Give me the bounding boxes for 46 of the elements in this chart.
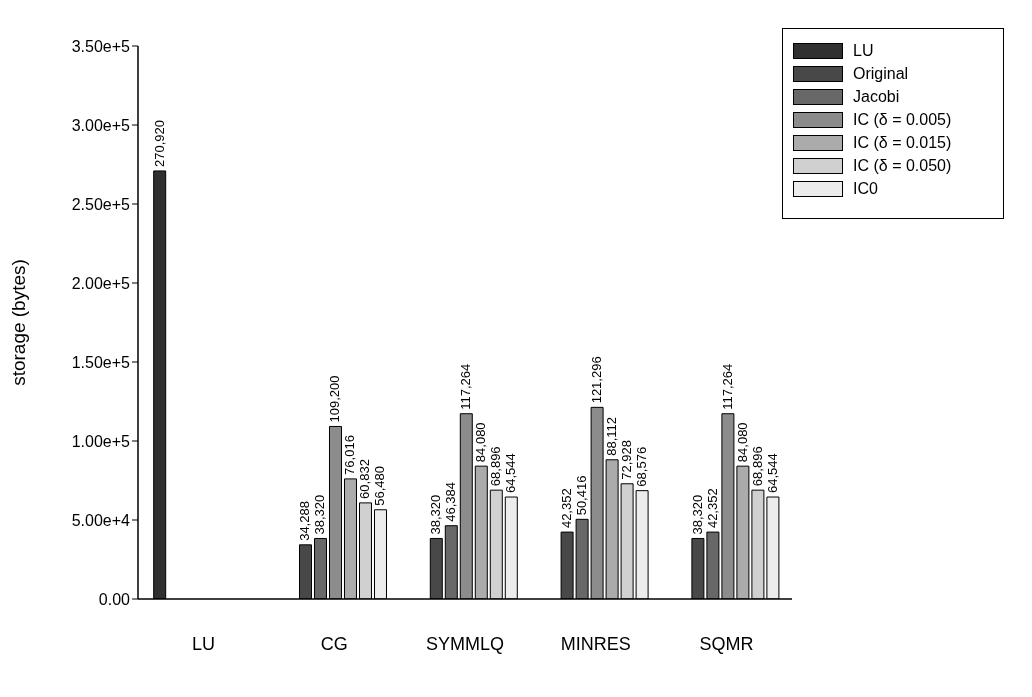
data-label: 60,832 xyxy=(357,459,373,499)
data-label: 117,264 xyxy=(719,363,735,410)
data-label: 68,896 xyxy=(488,446,504,487)
data-label: 64,544 xyxy=(503,453,519,494)
data-label: 121,296 xyxy=(589,356,605,404)
data-label: 72,928 xyxy=(619,440,635,480)
y-tick-label: 3.50e+5 xyxy=(71,37,131,55)
y-tick-label: 0.00 xyxy=(98,590,131,608)
data-label: 34,288 xyxy=(297,501,313,541)
data-label: 270,920 xyxy=(151,119,167,167)
y-tick-label: 1.50e+5 xyxy=(71,353,131,371)
data-label: 38,320 xyxy=(312,494,328,535)
y-axis-title: storage (bytes) xyxy=(7,259,29,386)
data-label: 68,576 xyxy=(634,446,650,487)
x-tick-label: MINRES xyxy=(560,633,631,654)
data-label: 117,264 xyxy=(458,363,474,410)
y-tick-label: 2.00e+5 xyxy=(71,274,131,292)
data-label: 50,416 xyxy=(574,475,590,516)
data-label: 64,544 xyxy=(764,453,780,494)
data-label: 88,112 xyxy=(604,416,620,456)
legend-label: IC0 xyxy=(853,179,878,198)
x-tick-label: SQMR xyxy=(699,633,754,654)
data-label: 68,896 xyxy=(749,446,765,487)
legend-label: Jacobi xyxy=(853,87,900,106)
legend-label: IC (δ = 0.015) xyxy=(853,133,952,152)
data-label: 42,352 xyxy=(704,488,720,529)
data-label: 84,080 xyxy=(734,422,750,463)
data-label: 42,352 xyxy=(559,488,575,529)
x-tick-label: CG xyxy=(320,633,348,654)
y-tick-label: 3.00e+5 xyxy=(71,116,131,134)
x-tick-label: LU xyxy=(191,633,215,654)
x-tick-label: SYMMLQ xyxy=(425,633,505,654)
legend-label: IC (δ = 0.050) xyxy=(853,156,952,175)
data-label: 56,480 xyxy=(372,466,388,506)
legend-label: Original xyxy=(853,64,909,83)
data-label: 38,320 xyxy=(689,494,705,535)
legend-label: IC (δ = 0.005) xyxy=(853,110,952,129)
data-label: 84,080 xyxy=(473,422,489,463)
legend-label: LU xyxy=(853,41,874,60)
y-tick-label: 1.00e+5 xyxy=(71,432,131,450)
data-label: 109,200 xyxy=(327,375,343,423)
y-tick-label: 2.50e+5 xyxy=(71,195,131,213)
data-label: 76,016 xyxy=(342,435,358,475)
data-label: 38,320 xyxy=(428,494,444,535)
y-tick-label: 5.00e+4 xyxy=(71,511,131,529)
data-label: 46,384 xyxy=(443,481,459,522)
